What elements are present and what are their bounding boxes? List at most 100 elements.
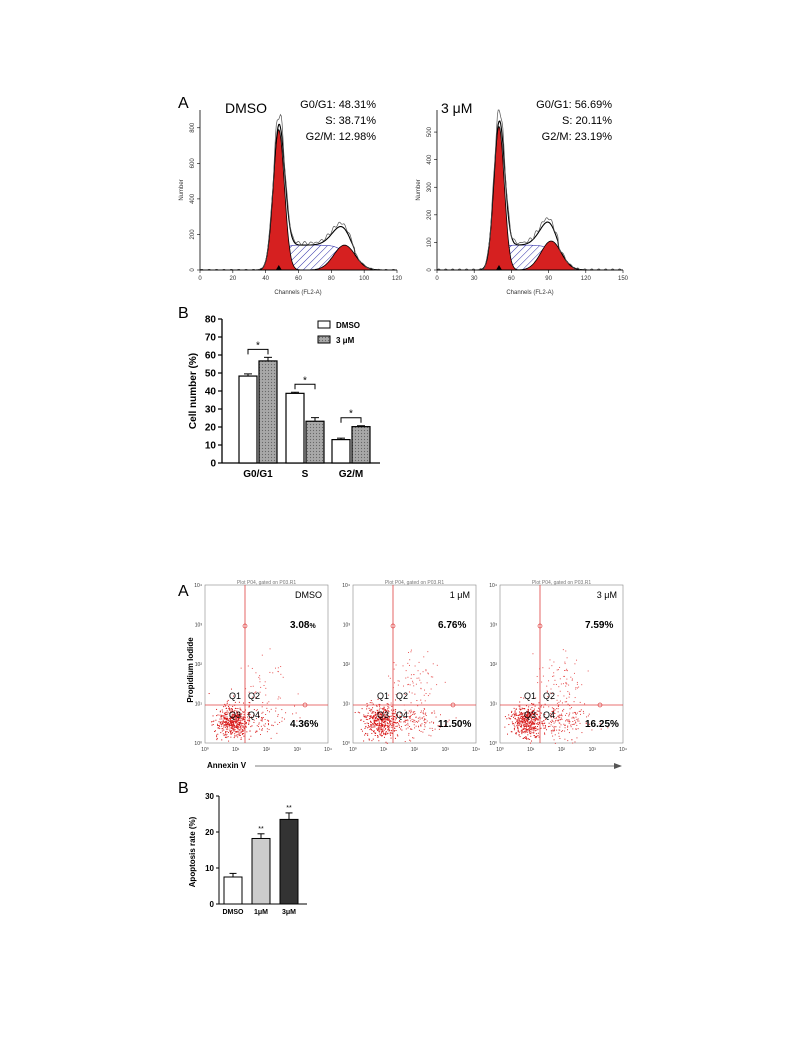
event-dot [393, 716, 395, 718]
event-dot [275, 667, 277, 669]
event-dot [527, 711, 529, 713]
upper-right-percent: 3.08% [290, 620, 316, 631]
event-dot [400, 712, 402, 714]
event-dot [366, 722, 368, 724]
event-dot [565, 650, 567, 652]
event-dot [378, 740, 380, 742]
quadrant-label-q4: Q4 [543, 710, 555, 720]
event-dot [387, 706, 389, 708]
event-dot [237, 713, 239, 715]
event-dot [407, 720, 409, 722]
event-dot [516, 727, 518, 729]
event-dot [575, 687, 577, 689]
event-dot [228, 708, 230, 710]
event-dot [235, 719, 237, 721]
quadrant-label-q4: Q4 [248, 710, 260, 720]
event-dot [526, 731, 528, 733]
event-dot [231, 733, 233, 735]
event-dot [375, 717, 377, 719]
event-dot [556, 729, 558, 731]
event-dot [241, 713, 243, 715]
event-dot [226, 707, 228, 709]
event-dot [557, 715, 559, 717]
event-dot [272, 672, 274, 674]
event-dot [567, 703, 569, 705]
event-dot [553, 683, 555, 685]
event-dot [528, 724, 530, 726]
event-dot [579, 710, 581, 712]
quadrant-label-q2: Q2 [396, 691, 408, 701]
event-dot [421, 723, 423, 725]
stat-g0g1: G0/G1: 48.31% [300, 99, 376, 111]
event-dot [239, 723, 241, 725]
quadrant-label-q3: Q3 [524, 710, 536, 720]
event-dot [224, 724, 226, 726]
event-dot [448, 719, 450, 721]
event-dot [526, 710, 528, 712]
event-dot [514, 713, 516, 715]
event-dot [369, 702, 371, 704]
event-dot [524, 721, 526, 723]
event-dot [411, 711, 413, 713]
event-dot [247, 716, 249, 718]
y-axis-title: Apoptosis rate (%) [188, 816, 197, 887]
event-dot [528, 718, 530, 720]
event-dot [537, 725, 539, 727]
event-dot [389, 722, 391, 724]
event-dot [374, 723, 376, 725]
event-dot [238, 712, 240, 714]
event-dot [371, 729, 373, 731]
event-dot [532, 728, 534, 730]
event-dot [574, 719, 576, 721]
event-dot [553, 722, 555, 724]
event-dot [243, 728, 245, 730]
event-dot [527, 738, 529, 740]
event-dot [354, 712, 356, 714]
event-dot [557, 708, 559, 710]
event-dot [386, 713, 388, 715]
event-dot [216, 737, 218, 739]
event-dot [224, 724, 226, 726]
event-dot [381, 730, 383, 732]
event-dot [237, 725, 239, 727]
event-dot [574, 741, 576, 743]
event-dot [518, 724, 520, 726]
event-dot [270, 708, 272, 710]
event-dot [368, 726, 370, 728]
event-dot [529, 716, 531, 718]
event-dot [393, 721, 395, 723]
event-dot [568, 714, 570, 716]
event-dot [240, 727, 242, 729]
event-dot [230, 722, 232, 724]
event-dot [527, 719, 529, 721]
event-dot [370, 728, 372, 730]
event-dot [572, 720, 574, 722]
event-dot [510, 715, 512, 717]
y-tick-label: 10⁴ [194, 583, 202, 589]
event-dot [259, 691, 261, 693]
event-dot [514, 717, 516, 719]
event-dot [557, 720, 559, 722]
event-dot [511, 721, 513, 723]
event-dot [549, 659, 551, 661]
event-dot [391, 726, 393, 728]
event-dot [361, 730, 363, 732]
event-dot [420, 687, 422, 689]
event-dot [371, 716, 373, 718]
event-dot [526, 723, 528, 725]
event-dot [527, 713, 529, 715]
event-dot [394, 710, 396, 712]
event-dot [377, 727, 379, 729]
event-dot [570, 726, 572, 728]
event-dot [404, 717, 406, 719]
event-dot [535, 718, 537, 720]
event-dot [386, 717, 388, 719]
event-dot [531, 732, 533, 734]
event-dot [414, 727, 416, 729]
scatter-plot-1: Plot P04, gated on P03.R1DMSO3.08%4.36%Q… [194, 580, 332, 753]
x-tick-label: 10³ [294, 747, 302, 753]
event-dot [225, 719, 227, 721]
event-dot [227, 723, 229, 725]
event-dot [232, 732, 234, 734]
event-dot [381, 721, 383, 723]
